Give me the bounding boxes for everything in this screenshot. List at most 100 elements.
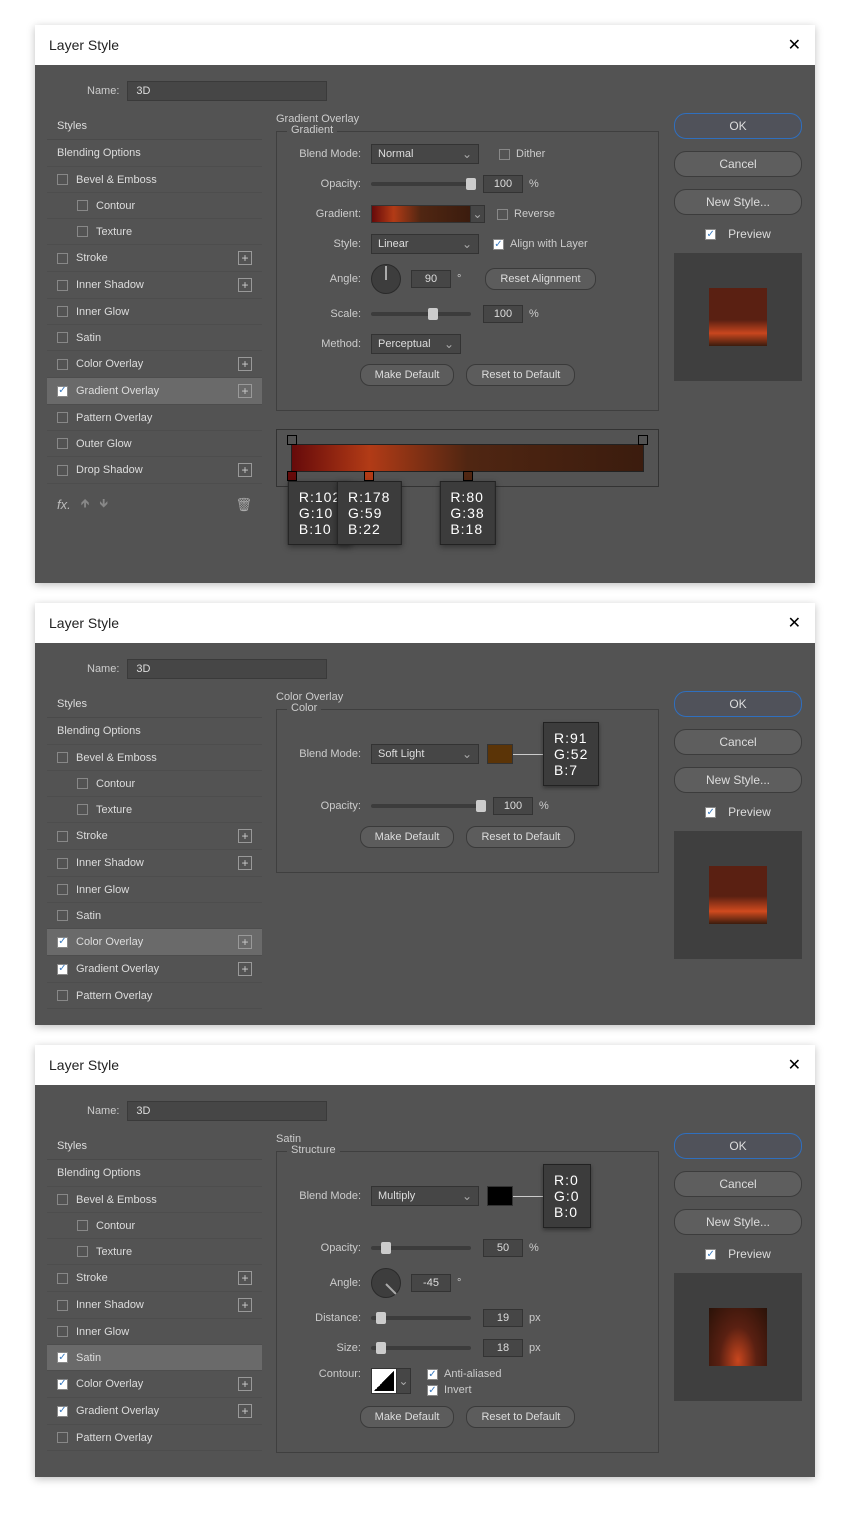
- name-input[interactable]: [127, 81, 327, 101]
- style-gradient-overlay[interactable]: Gradient Overlay+: [47, 956, 262, 983]
- contour-swatch[interactable]: [371, 1368, 397, 1394]
- size-slider[interactable]: [371, 1346, 471, 1350]
- close-icon[interactable]: ✕: [788, 35, 801, 55]
- chk-bevel[interactable]: [57, 752, 68, 763]
- style-outer-glow[interactable]: Outer Glow: [47, 431, 262, 457]
- style-bevel[interactable]: Bevel & Emboss: [47, 1187, 262, 1213]
- cancel-button[interactable]: Cancel: [674, 1171, 802, 1197]
- chk-preview[interactable]: [705, 229, 716, 240]
- ok-button[interactable]: OK: [674, 691, 802, 717]
- distance-input[interactable]: [483, 1309, 523, 1327]
- style-stroke[interactable]: Stroke+: [47, 245, 262, 272]
- blend-mode-select[interactable]: Soft Light: [371, 744, 479, 764]
- chk-preview[interactable]: [705, 1249, 716, 1260]
- chk-inner-shadow[interactable]: [57, 280, 68, 291]
- make-default-button[interactable]: Make Default: [360, 364, 455, 386]
- chk-invert[interactable]: [427, 1385, 438, 1396]
- chk-satin[interactable]: [57, 910, 68, 921]
- chk-inner-shadow[interactable]: [57, 858, 68, 869]
- style-stroke[interactable]: Stroke+: [47, 823, 262, 850]
- style-inner-glow[interactable]: Inner Glow: [47, 877, 262, 903]
- ok-button[interactable]: OK: [674, 113, 802, 139]
- plus-icon[interactable]: +: [238, 278, 252, 292]
- opacity-input[interactable]: [483, 175, 523, 193]
- chk-align[interactable]: [493, 239, 504, 250]
- size-input[interactable]: [483, 1339, 523, 1357]
- opacity-stop[interactable]: [287, 435, 297, 445]
- angle-dial[interactable]: [371, 264, 401, 294]
- reset-default-button[interactable]: Reset to Default: [466, 364, 575, 386]
- chk-pattern-overlay[interactable]: [57, 990, 68, 1001]
- opacity-stop[interactable]: [638, 435, 648, 445]
- name-input[interactable]: [127, 1101, 327, 1121]
- new-style-button[interactable]: New Style...: [674, 767, 802, 793]
- chk-gradient-overlay[interactable]: [57, 964, 68, 975]
- gradient-swatch[interactable]: [371, 205, 471, 223]
- angle-dial[interactable]: [371, 1268, 401, 1298]
- chk-stroke[interactable]: [57, 253, 68, 264]
- chk-reverse[interactable]: [497, 209, 508, 220]
- style-select[interactable]: Linear: [371, 234, 479, 254]
- chk-pattern-overlay[interactable]: [57, 412, 68, 423]
- style-drop-shadow[interactable]: Drop Shadow+: [47, 457, 262, 484]
- style-bevel[interactable]: Bevel & Emboss: [47, 167, 262, 193]
- reset-alignment-button[interactable]: Reset Alignment: [485, 268, 595, 290]
- blend-mode-select[interactable]: Multiply: [371, 1186, 479, 1206]
- scale-slider[interactable]: [371, 312, 471, 316]
- chevron-down-icon[interactable]: ⌄: [397, 1368, 411, 1394]
- plus-icon[interactable]: +: [238, 251, 252, 265]
- new-style-button[interactable]: New Style...: [674, 189, 802, 215]
- blend-mode-select[interactable]: Normal: [371, 144, 479, 164]
- angle-input[interactable]: [411, 1274, 451, 1292]
- style-inner-shadow[interactable]: Inner Shadow+: [47, 850, 262, 877]
- chk-satin[interactable]: [57, 332, 68, 343]
- chk-preview[interactable]: [705, 807, 716, 818]
- chk-stroke[interactable]: [57, 1273, 68, 1284]
- chk-satin[interactable]: [57, 1352, 68, 1363]
- down-icon[interactable]: 🡻: [99, 494, 108, 515]
- style-satin[interactable]: Satin: [47, 903, 262, 929]
- style-inner-shadow[interactable]: Inner Shadow+: [47, 272, 262, 299]
- plus-icon[interactable]: +: [238, 463, 252, 477]
- style-inner-shadow[interactable]: Inner Shadow+: [47, 1292, 262, 1319]
- style-pattern-overlay[interactable]: Pattern Overlay: [47, 1425, 262, 1451]
- chk-stroke[interactable]: [57, 831, 68, 842]
- style-contour[interactable]: Contour: [47, 771, 262, 797]
- gradient-bar[interactable]: R:102G:10B:10R:178G:59B:22R:80G:38B:18: [291, 444, 644, 472]
- method-select[interactable]: Perceptual: [371, 334, 461, 354]
- color-swatch[interactable]: [487, 1186, 513, 1206]
- opacity-slider[interactable]: [371, 182, 471, 186]
- plus-icon[interactable]: +: [238, 1404, 252, 1418]
- style-inner-glow[interactable]: Inner Glow: [47, 299, 262, 325]
- style-gradient-overlay[interactable]: Gradient Overlay+: [47, 1398, 262, 1425]
- cancel-button[interactable]: Cancel: [674, 151, 802, 177]
- chk-color-overlay[interactable]: [57, 937, 68, 948]
- fx-icon[interactable]: fx.: [57, 497, 71, 512]
- cancel-button[interactable]: Cancel: [674, 729, 802, 755]
- scale-input[interactable]: [483, 305, 523, 323]
- chk-contour[interactable]: [77, 200, 88, 211]
- chk-texture[interactable]: [77, 1246, 88, 1257]
- new-style-button[interactable]: New Style...: [674, 1209, 802, 1235]
- style-gradient-overlay[interactable]: Gradient Overlay+: [47, 378, 262, 405]
- chk-inner-glow[interactable]: [57, 1326, 68, 1337]
- chk-gradient-overlay[interactable]: [57, 386, 68, 397]
- color-swatch[interactable]: [487, 744, 513, 764]
- chk-texture[interactable]: [77, 226, 88, 237]
- make-default-button[interactable]: Make Default: [360, 1406, 455, 1428]
- style-satin[interactable]: Satin: [47, 1345, 262, 1371]
- chk-inner-glow[interactable]: [57, 306, 68, 317]
- chk-drop-shadow[interactable]: [57, 465, 68, 476]
- chk-bevel[interactable]: [57, 1194, 68, 1205]
- chk-texture[interactable]: [77, 804, 88, 815]
- opacity-slider[interactable]: [371, 804, 481, 808]
- chk-bevel[interactable]: [57, 174, 68, 185]
- style-stroke[interactable]: Stroke+: [47, 1265, 262, 1292]
- style-satin[interactable]: Satin: [47, 325, 262, 351]
- ok-button[interactable]: OK: [674, 1133, 802, 1159]
- angle-input[interactable]: [411, 270, 451, 288]
- style-blending-options[interactable]: Blending Options: [47, 1160, 262, 1187]
- chk-anti-aliased[interactable]: [427, 1369, 438, 1380]
- plus-icon[interactable]: +: [238, 962, 252, 976]
- style-color-overlay[interactable]: Color Overlay+: [47, 351, 262, 378]
